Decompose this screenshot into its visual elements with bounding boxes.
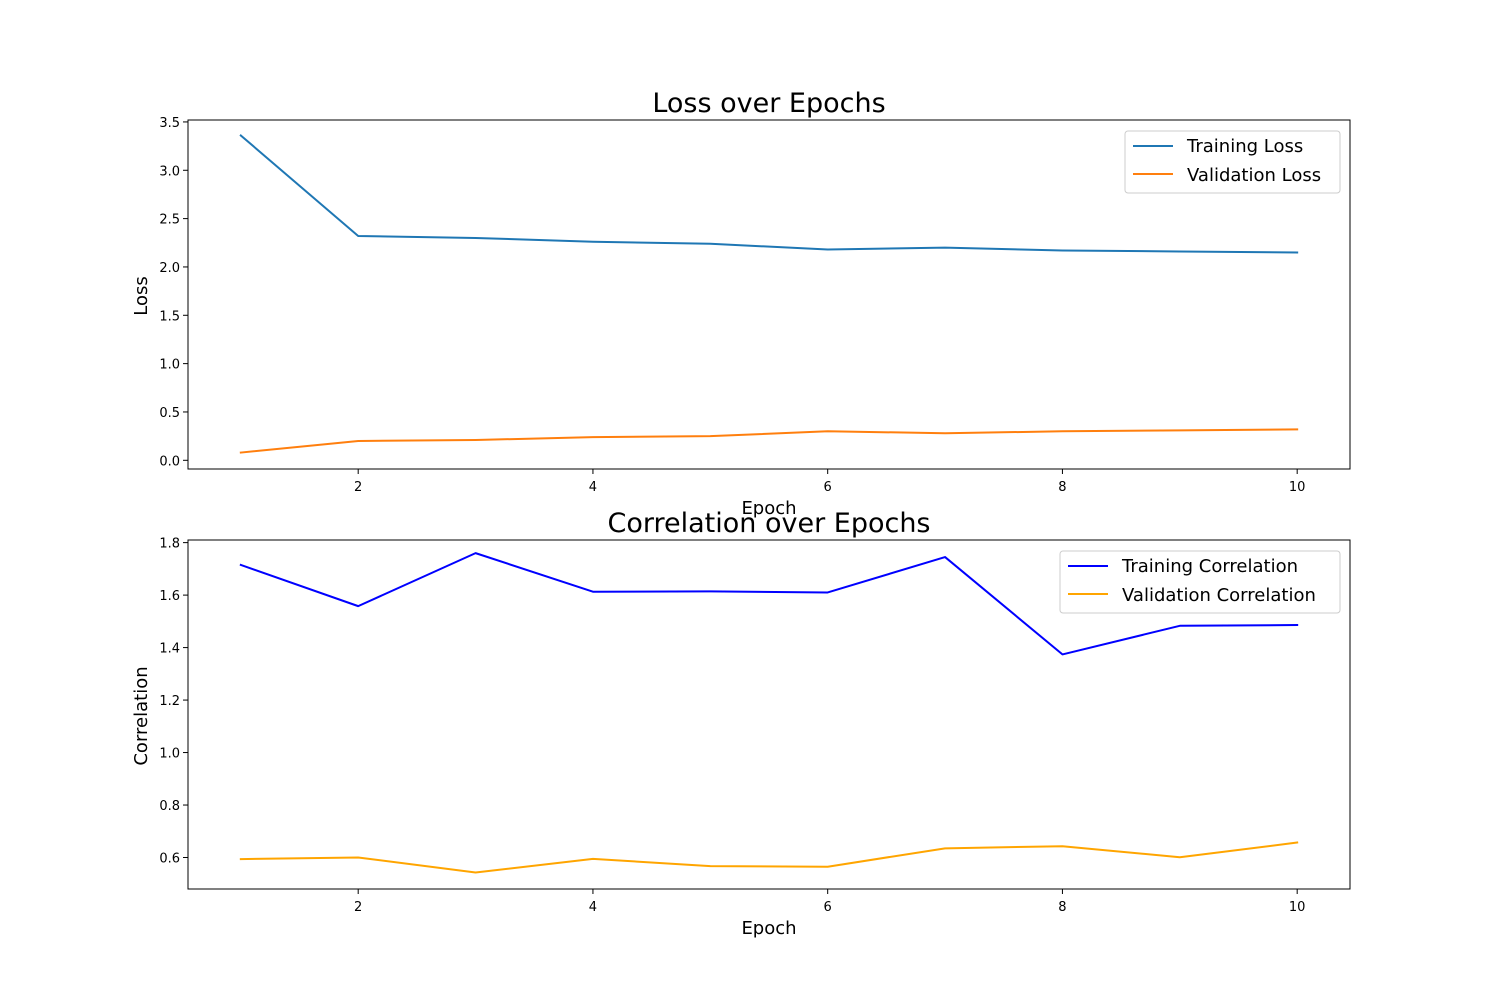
correlation-x-tick-label: 8 xyxy=(1058,900,1066,915)
loss-y-axis-label: Loss xyxy=(131,276,152,315)
correlation-legend-label-validation: Validation Correlation xyxy=(1122,585,1316,606)
correlation-axes-frame xyxy=(187,539,1351,890)
loss-legend: Training Loss Validation Loss xyxy=(1124,130,1341,194)
correlation-series-line-validation-correlation xyxy=(239,841,1299,874)
loss-y-tick-label: 1.0 xyxy=(159,358,180,373)
correlation-chart-title: Correlation over Epochs xyxy=(608,508,931,539)
correlation-x-tick-label: 4 xyxy=(589,900,597,915)
correlation-y-tick-label: 0.8 xyxy=(159,799,180,814)
loss-y-tick-label: 0.5 xyxy=(159,406,180,421)
correlation-x-axis-label: Epoch xyxy=(741,918,796,939)
correlation-y-tick-label: 1.4 xyxy=(159,642,180,657)
loss-y-tick-label: 2.0 xyxy=(159,261,180,276)
correlation-x-tick-label: 6 xyxy=(824,900,832,915)
loss-y-tick-label: 1.5 xyxy=(159,309,180,324)
loss-axes-frame xyxy=(187,119,1351,470)
loss-chart-title: Loss over Epochs xyxy=(652,88,885,119)
loss-x-tick-label: 4 xyxy=(589,480,597,495)
correlation-x-tick-label: 10 xyxy=(1289,900,1306,915)
correlation-y-tick-label: 1.0 xyxy=(159,747,180,762)
loss-x-tick-label: 2 xyxy=(354,480,362,495)
correlation-y-tick-label: 1.6 xyxy=(159,589,180,604)
loss-x-tick-label: 10 xyxy=(1289,480,1306,495)
correlation-y-tick-label: 1.8 xyxy=(159,537,180,552)
loss-chart: Loss over Epochs 2 4 6 8 10 0.0 0.5 1.0 1.5 2.0 2.… xyxy=(131,88,1351,519)
loss-series-line-training-loss xyxy=(239,134,1299,254)
loss-x-tick-label: 6 xyxy=(824,480,832,495)
loss-x-tick-label: 8 xyxy=(1058,480,1066,495)
loss-y-tick-label: 0.0 xyxy=(159,454,180,469)
loss-y-tick-label: 3.0 xyxy=(159,164,180,179)
loss-series-line-validation-loss xyxy=(239,428,1299,454)
loss-legend-box xyxy=(1124,130,1341,194)
correlation-legend: Training Correlation Validation Correlat… xyxy=(1059,550,1341,614)
correlation-plot-area: 2 4 6 8 10 0.6 0.8 1.0 1.2 1.4 1.6 1.8 xyxy=(159,537,1305,915)
loss-y-tick-label: 2.5 xyxy=(159,213,180,228)
loss-legend-label-training: Training Loss xyxy=(1186,136,1303,157)
correlation-chart: Correlation over Epochs 2 4 6 8 10 0.6 0.8 1.0 1… xyxy=(131,508,1351,939)
correlation-series-line-training-correlation xyxy=(239,552,1299,656)
correlation-legend-label-training: Training Correlation xyxy=(1121,556,1298,577)
loss-legend-label-validation: Validation Loss xyxy=(1187,165,1321,186)
correlation-y-tick-label: 1.2 xyxy=(159,694,180,709)
correlation-y-tick-label: 0.6 xyxy=(159,852,180,867)
correlation-y-axis-label: Correlation xyxy=(131,666,152,765)
loss-x-axis-label: Epoch xyxy=(741,498,796,519)
loss-plot-area: 2 4 6 8 10 0.0 0.5 1.0 1.5 2.0 2.5 3.0 3.5 xyxy=(159,116,1305,495)
correlation-legend-box xyxy=(1059,550,1341,614)
correlation-x-tick-label: 2 xyxy=(354,900,362,915)
loss-y-tick-label: 3.5 xyxy=(159,116,180,131)
